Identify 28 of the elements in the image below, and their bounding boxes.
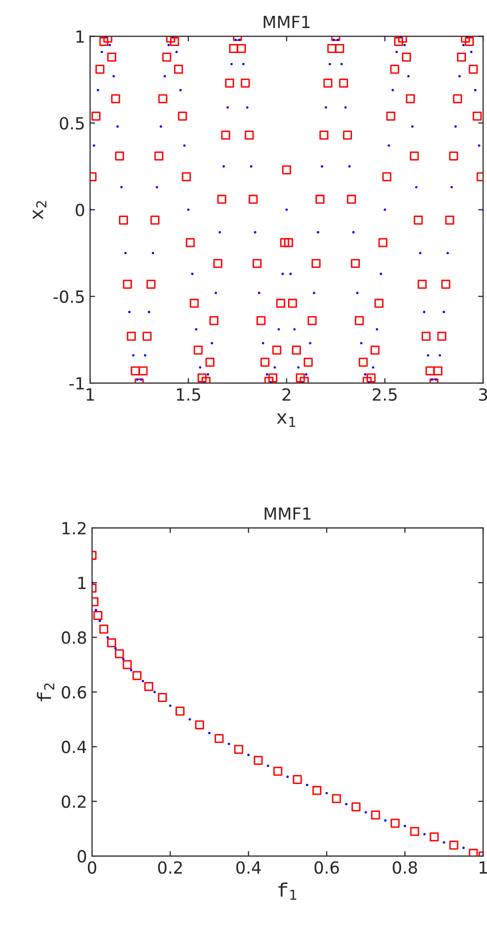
x-axis-title: f$_{1}$	[278, 882, 296, 900]
x-axis-title: x$_{1}$	[276, 413, 296, 427]
x-tick-label: 2	[282, 388, 290, 401]
x-tick-label: 0.8	[392, 861, 418, 874]
y-axis-title: x$_{2}$	[32, 201, 46, 220]
x-tick-label: 0.4	[236, 861, 261, 874]
y-tick-label: 0.6	[62, 686, 86, 699]
x-tick-label: 3	[479, 388, 487, 401]
y-tick-label: 0.2	[62, 795, 86, 808]
y-tick-label: 0	[78, 850, 86, 863]
chart-title: MMF1	[264, 507, 311, 520]
x-tick-label: 1	[480, 861, 487, 874]
x-tick-label: 0.6	[314, 861, 339, 874]
y-tick-label: -1	[69, 377, 84, 390]
y-tick-label: 0.8	[62, 631, 86, 644]
chart-title: MMF1	[264, 16, 310, 28]
y-tick-label: 0.4	[62, 740, 86, 754]
y-tick-label: 1	[78, 576, 86, 589]
x-tick-label: 0	[88, 861, 96, 874]
x-tick-label: 2.5	[372, 388, 397, 401]
y-tick-label: -0.5	[54, 290, 84, 303]
y-tick-label: 1.2	[62, 522, 86, 534]
y-tick-label: 0.5	[60, 116, 84, 130]
x-tick-label: 1.5	[176, 388, 200, 401]
y-tick-label: 1	[76, 30, 84, 43]
x-tick-label: 0.2	[158, 861, 182, 874]
y-tick-label: 0	[76, 204, 84, 216]
y-axis-title: f$_{2}$	[36, 683, 54, 702]
